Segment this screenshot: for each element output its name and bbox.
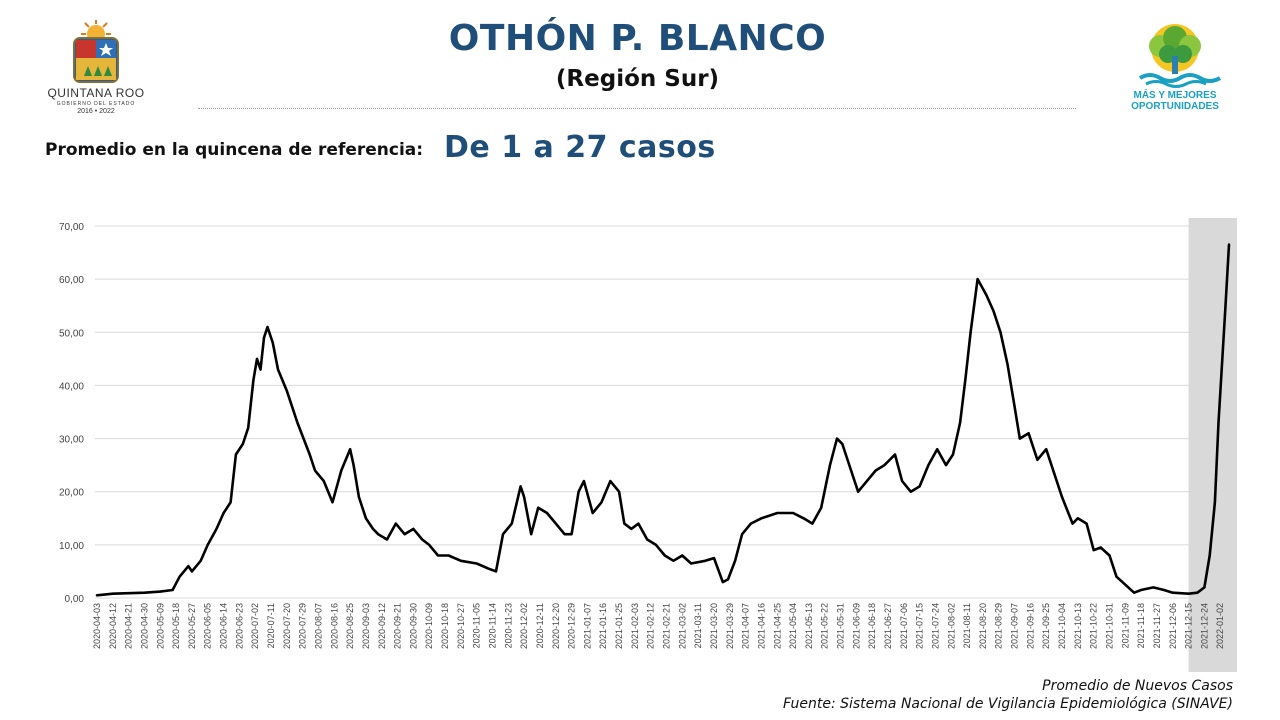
y-tick-label: 60,00 <box>59 275 84 286</box>
reference-period-shade <box>1188 218 1237 672</box>
x-tick-label: 2020-07-11 <box>266 603 276 648</box>
x-tick-label: 2021-12-15 <box>1184 603 1194 649</box>
x-tick-label: 2021-11-18 <box>1136 603 1146 648</box>
x-tick-label: 2021-05-31 <box>836 603 846 649</box>
x-tick-label: 2020-09-30 <box>408 603 418 649</box>
x-tick-label: 2021-11-27 <box>1152 603 1162 648</box>
x-tick-label: 2020-09-21 <box>393 603 403 649</box>
y-tick-label: 0,00 <box>65 594 85 605</box>
x-tick-label: 2020-11-14 <box>487 603 497 648</box>
x-tick-label: 2021-03-11 <box>693 603 703 648</box>
page-subtitle: (Región Sur) <box>555 66 720 92</box>
y-tick-label: 10,00 <box>59 541 84 552</box>
x-tick-label: 2021-09-16 <box>1025 603 1035 649</box>
page-title: OTHÓN P. BLANCO <box>448 18 827 59</box>
x-tick-label: 2021-06-09 <box>851 603 861 649</box>
x-tick-label: 2021-11-09 <box>1120 603 1130 648</box>
x-tick-label: 2020-04-12 <box>108 603 118 649</box>
reference-average-value: De 1 a 27 casos <box>444 130 716 165</box>
x-tick-label: 2020-12-11 <box>535 603 545 648</box>
x-tick-label: 2021-01-25 <box>614 603 624 649</box>
y-tick-label: 40,00 <box>59 381 84 392</box>
x-tick-label: 2020-11-05 <box>472 603 482 648</box>
x-tick-label: 2020-07-02 <box>250 603 260 649</box>
y-tick-label: 20,00 <box>59 488 84 499</box>
x-tick-label: 2021-10-31 <box>1104 603 1114 649</box>
x-tick-label: 2021-08-29 <box>994 603 1004 649</box>
x-tick-label: 2021-07-15 <box>915 603 925 649</box>
source-caption: Fuente: Sistema Nacional de Vigilancia E… <box>783 696 1233 712</box>
x-tick-label: 2020-11-23 <box>503 603 513 648</box>
x-tick-label: 2020-08-25 <box>345 603 355 649</box>
x-tick-label: 2020-07-29 <box>298 603 308 649</box>
x-tick-label: 2021-08-20 <box>978 603 988 649</box>
logo-state-name: QUINTANA ROO <box>47 86 145 100</box>
x-tick-label: 2020-08-16 <box>329 603 339 649</box>
x-tick-label: 2020-10-27 <box>456 603 466 649</box>
x-tick-label: 2020-07-20 <box>282 603 292 649</box>
x-tick-label: 2021-03-20 <box>709 603 719 649</box>
reference-average-label: Promedio en la quincena de referencia: <box>45 140 424 160</box>
x-tick-label: 2020-05-27 <box>187 603 197 649</box>
x-tick-label: 2021-10-22 <box>1089 603 1099 649</box>
x-tick-label: 2020-09-03 <box>361 603 371 649</box>
x-tick-label: 2021-02-21 <box>662 603 672 649</box>
quintana-roo-logo: QUINTANA ROO GOBIERNO DEL ESTADO 2016 • … <box>44 20 148 116</box>
y-tick-label: 70,00 <box>59 222 84 233</box>
x-tick-label: 2020-09-12 <box>377 603 387 649</box>
x-tick-label: 2021-07-24 <box>930 603 940 649</box>
x-tick-label: 2021-09-07 <box>1010 603 1020 649</box>
x-tick-label: 2021-06-27 <box>883 603 893 649</box>
x-tick-label: 2021-04-07 <box>741 603 751 649</box>
x-tick-label: 2021-02-03 <box>630 603 640 649</box>
logo-line-1: MÁS Y MEJORES <box>1133 90 1217 101</box>
x-tick-label: 2021-01-07 <box>582 603 592 649</box>
x-tick-label: 2020-06-23 <box>234 603 244 649</box>
tree-icon <box>1138 24 1222 88</box>
x-tick-label: 2020-06-14 <box>219 603 229 649</box>
series-line <box>95 243 1231 597</box>
x-tick-label: 2020-12-29 <box>567 603 577 649</box>
logo-period: 2016 • 2022 <box>77 108 115 115</box>
x-tick-label: 2020-04-21 <box>124 603 134 649</box>
x-tick-label: 2020-05-09 <box>155 603 165 649</box>
x-tick-label: 2020-12-20 <box>551 603 561 649</box>
x-tick-label: 2021-05-22 <box>820 603 830 649</box>
x-tick-label: 2021-03-29 <box>725 603 735 649</box>
x-tick-label: 2020-10-18 <box>440 603 450 649</box>
logo-line-2: OPORTUNIDADES <box>1131 101 1219 112</box>
x-tick-label: 2021-08-11 <box>962 603 972 648</box>
x-tick-label: 2020-06-05 <box>203 603 213 649</box>
x-tick-label: 2021-09-25 <box>1041 603 1051 649</box>
x-tick-label: 2021-12-06 <box>1168 603 1178 649</box>
oportunidades-logo: MÁS Y MEJORES OPORTUNIDADES <box>1120 20 1230 116</box>
x-tick-label: 2022-01-02 <box>1215 603 1225 649</box>
x-tick-label: 2021-05-04 <box>788 603 798 649</box>
x-tick-label: 2020-08-07 <box>313 603 323 649</box>
x-tick-label: 2021-10-04 <box>1057 603 1067 649</box>
x-tick-label: 2020-04-03 <box>92 603 102 649</box>
y-tick-label: 30,00 <box>59 435 84 446</box>
y-tick-label: 50,00 <box>59 328 84 339</box>
state-seal-icon <box>73 20 119 83</box>
header-divider <box>198 108 1076 109</box>
x-tick-label: 2020-12-02 <box>519 603 529 649</box>
x-tick-label: 2021-07-06 <box>899 603 909 649</box>
x-tick-label: 2021-08-02 <box>946 603 956 649</box>
logo-government: GOBIERNO DEL ESTADO <box>56 101 136 107</box>
x-tick-label: 2021-04-25 <box>772 603 782 649</box>
x-tick-label: 2021-04-16 <box>756 603 766 649</box>
x-tick-label: 2021-06-18 <box>867 603 877 649</box>
x-tick-label: 2020-05-18 <box>171 603 181 649</box>
x-tick-label: 2020-04-30 <box>139 603 149 649</box>
x-tick-label: 2021-01-16 <box>598 603 608 649</box>
series-caption: Promedio de Nuevos Casos <box>1042 678 1233 694</box>
x-tick-label: 2020-10-09 <box>424 603 434 649</box>
x-tick-label: 2021-05-13 <box>804 603 814 649</box>
x-tick-label: 2021-12-24 <box>1199 603 1209 649</box>
x-tick-label: 2021-02-12 <box>646 603 656 649</box>
x-tick-label: 2021-10-13 <box>1073 603 1083 649</box>
x-tick-label: 2021-03-02 <box>677 603 687 649</box>
